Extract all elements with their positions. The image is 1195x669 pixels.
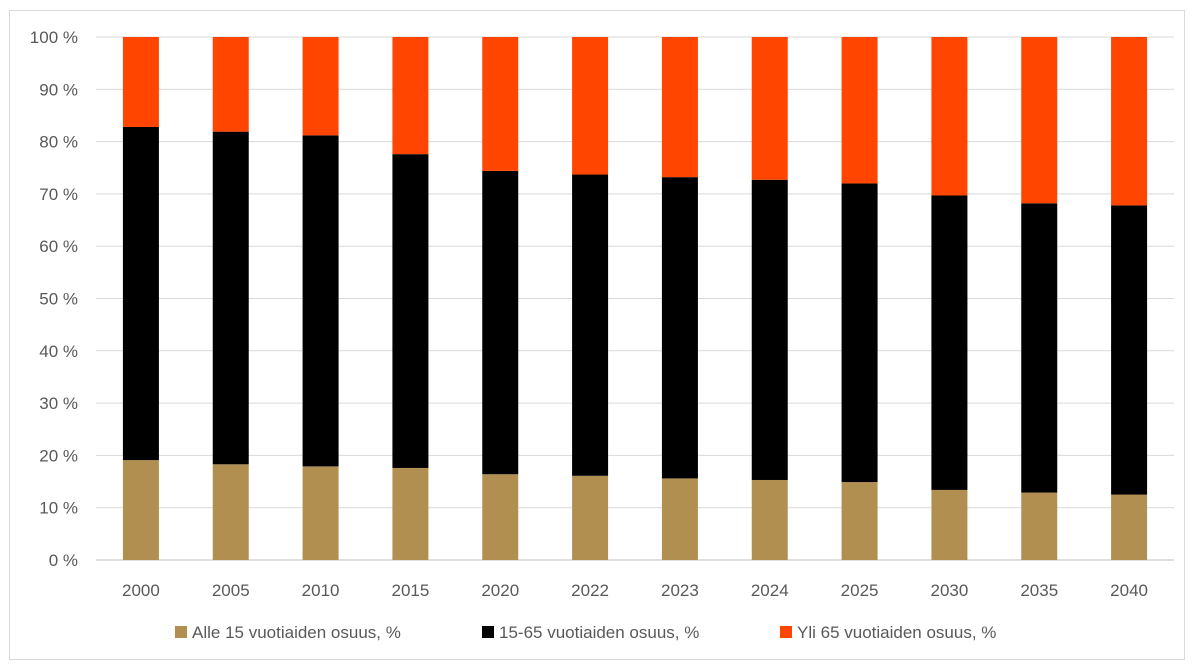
- bar-segment-2-2040: [1111, 205, 1148, 495]
- bar-segment-1-2030: [931, 489, 968, 560]
- y-tick-label: 10 %: [39, 499, 78, 518]
- bars: [122, 37, 1148, 560]
- bar-segment-3-2023: [661, 37, 698, 178]
- legend: Alle 15 vuotiaiden osuus, % 15-65 vuotiai…: [175, 623, 996, 642]
- y-tick-label: 60 %: [39, 237, 78, 256]
- bar-segment-3-2010: [302, 37, 339, 136]
- bar-segment-3-2025: [841, 37, 878, 184]
- bar-segment-1-2024: [751, 479, 788, 560]
- x-axis-tick-labels: 2000 2005 2010 2015 2020 2022 2023 2024 2025 2030…: [122, 581, 1148, 600]
- bar-segment-1-2025: [841, 482, 878, 560]
- bar-segment-3-2000: [122, 37, 159, 127]
- bar-segment-2-2010: [302, 135, 339, 467]
- bar-segment-3-2022: [572, 37, 609, 175]
- legend-swatch: [175, 626, 187, 638]
- x-tick-label: 2005: [212, 581, 250, 600]
- bar-segment-3-2020: [482, 37, 519, 171]
- bar-segment-1-2022: [572, 475, 609, 560]
- legend-label: Alle 15 vuotiaiden osuus, %: [192, 623, 401, 642]
- x-tick-label: 2025: [841, 581, 879, 600]
- y-tick-label: 70 %: [39, 185, 78, 204]
- x-tick-label: 2023: [661, 581, 699, 600]
- bar-segment-3-2024: [751, 37, 788, 180]
- bar-segment-3-2030: [931, 37, 968, 196]
- bar-segment-2-2024: [751, 179, 788, 480]
- x-tick-label: 2035: [1020, 581, 1058, 600]
- x-tick-label: 2040: [1110, 581, 1148, 600]
- bar-segment-2-2020: [482, 170, 519, 475]
- x-tick-label: 2030: [931, 581, 969, 600]
- bar-segment-2-2022: [572, 174, 609, 476]
- bar-segment-3-2035: [1021, 37, 1058, 204]
- bar-segment-1-2000: [122, 460, 159, 560]
- bar-segment-3-2040: [1111, 37, 1148, 206]
- bar-segment-1-2005: [212, 464, 249, 560]
- y-axis-tick-labels: 0 % 10 % 20 % 30 % 40 % 50 % 60 % 70 % 80 % 90 % 1…: [30, 28, 78, 570]
- y-tick-label: 0 %: [49, 551, 78, 570]
- bar-segment-1-2023: [661, 478, 698, 560]
- y-tick-label: 20 %: [39, 446, 78, 465]
- x-tick-label: 2024: [751, 581, 789, 600]
- bar-segment-2-2015: [392, 154, 429, 468]
- bar-segment-1-2020: [482, 474, 519, 560]
- bar-segment-2-2005: [212, 131, 249, 465]
- y-tick-label: 30 %: [39, 394, 78, 413]
- bar-segment-2-2023: [661, 177, 698, 479]
- y-tick-label: 90 %: [39, 80, 78, 99]
- legend-swatch: [780, 626, 792, 638]
- bar-segment-2-2025: [841, 183, 878, 483]
- bar-segment-2-2035: [1021, 203, 1058, 493]
- y-tick-label: 80 %: [39, 133, 78, 152]
- x-tick-label: 2015: [392, 581, 430, 600]
- y-tick-label: 50 %: [39, 290, 78, 309]
- gridlines: [96, 36, 1174, 561]
- bar-segment-2-2030: [931, 195, 968, 490]
- y-tick-label: 40 %: [39, 342, 78, 361]
- bar-segment-1-2015: [392, 467, 429, 560]
- bar-segment-2-2000: [122, 126, 159, 461]
- bar-segment-3-2005: [212, 37, 249, 132]
- bar-segment-1-2035: [1021, 492, 1058, 560]
- legend-label: 15-65 vuotiaiden osuus, %: [499, 623, 699, 642]
- x-tick-label: 2020: [481, 581, 519, 600]
- y-tick-label: 100 %: [30, 28, 78, 47]
- x-tick-label: 2000: [122, 581, 160, 600]
- bar-segment-1-2010: [302, 466, 339, 560]
- legend-swatch: [482, 626, 494, 638]
- bar-segment-1-2040: [1111, 494, 1148, 560]
- x-tick-label: 2022: [571, 581, 609, 600]
- legend-label: Yli 65 vuotiaiden osuus, %: [797, 623, 996, 642]
- bar-segment-3-2015: [392, 37, 429, 155]
- x-tick-label: 2010: [302, 581, 340, 600]
